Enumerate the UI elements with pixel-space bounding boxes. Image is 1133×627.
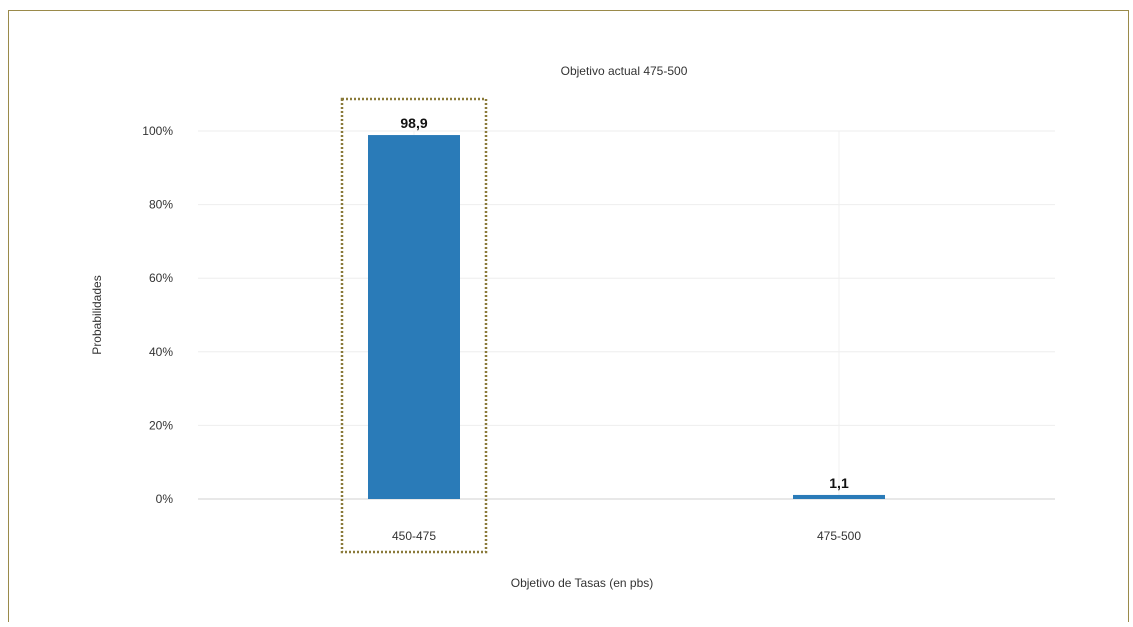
data-label: 98,9 bbox=[400, 115, 427, 131]
y-axis-label: Probabilidades bbox=[90, 275, 104, 354]
data-label: 1,1 bbox=[829, 475, 849, 491]
bar-475-500 bbox=[793, 494, 885, 499]
x-axis-ticks: 450-475 475-500 bbox=[392, 529, 861, 543]
y-tick-label: 60% bbox=[149, 271, 173, 285]
y-tick-label: 40% bbox=[149, 345, 173, 359]
x-axis-label: Objetivo de Tasas (en pbs) bbox=[511, 576, 654, 590]
gridlines bbox=[198, 130, 1055, 500]
y-tick-label: 80% bbox=[149, 198, 173, 212]
chart-frame bbox=[8, 10, 1129, 622]
y-tick-label: 100% bbox=[142, 124, 173, 138]
bar-450-475 bbox=[368, 135, 460, 499]
chart-title: Objetivo actual 475-500 bbox=[561, 64, 688, 78]
bars bbox=[368, 135, 885, 499]
data-labels: 98,9 1,1 bbox=[400, 115, 849, 491]
y-tick-label: 0% bbox=[156, 492, 174, 506]
x-tick-label: 475-500 bbox=[817, 529, 861, 543]
highlight-box bbox=[340, 97, 488, 554]
x-tick-label: 450-475 bbox=[392, 529, 436, 543]
y-axis-ticks: 0% 20% 40% 60% 80% 100% bbox=[142, 124, 173, 506]
y-tick-label: 20% bbox=[149, 418, 173, 432]
